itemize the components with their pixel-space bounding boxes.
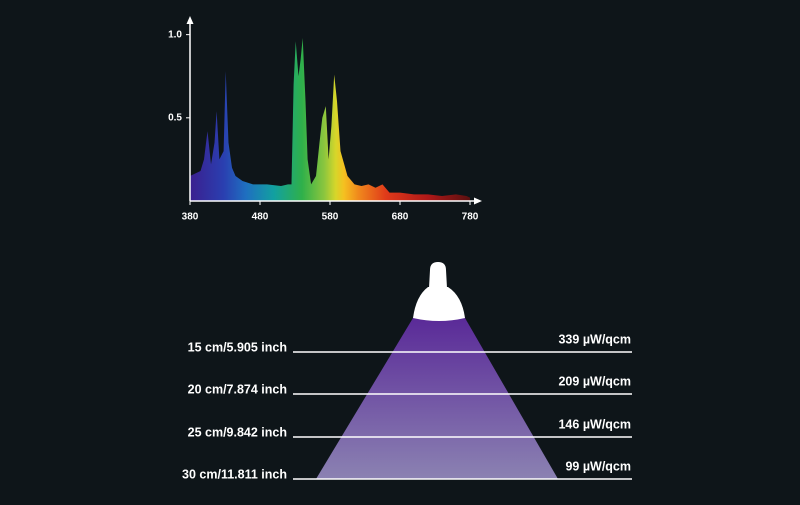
- y-tick-label: 0.5: [168, 112, 182, 123]
- spectrum-area: [190, 37, 470, 201]
- y-arrow: [186, 16, 194, 24]
- lamp-diagram: 15 cm/5.905 inch 339 µW/qcm 20 cm/7.874 in…: [182, 262, 632, 481]
- lamp-reflector: [413, 287, 465, 321]
- spectrum-chart: 380 480 580 680 780 0.5 1.0: [168, 16, 482, 223]
- x-tick-label: 580: [322, 212, 339, 223]
- light-cone: [316, 318, 558, 479]
- intensity-label: 339 µW/qcm: [558, 332, 631, 346]
- x-tick-label: 380: [182, 212, 199, 223]
- lamp-cap: [429, 262, 447, 288]
- x-tick-label: 680: [392, 212, 409, 223]
- intensity-label: 146 µW/qcm: [558, 417, 631, 431]
- intensity-label: 209 µW/qcm: [558, 374, 631, 388]
- y-tick-label: 1.0: [168, 29, 182, 40]
- x-arrow: [474, 197, 482, 205]
- x-tick-label: 780: [462, 212, 479, 223]
- distance-label: 25 cm/9.842 inch: [188, 425, 287, 439]
- distance-label: 30 cm/11.811 inch: [182, 467, 287, 481]
- intensity-label: 99 µW/qcm: [565, 459, 631, 473]
- x-tick-label: 480: [252, 212, 269, 223]
- distance-label: 20 cm/7.874 inch: [188, 382, 287, 396]
- distance-label: 15 cm/5.905 inch: [188, 340, 287, 354]
